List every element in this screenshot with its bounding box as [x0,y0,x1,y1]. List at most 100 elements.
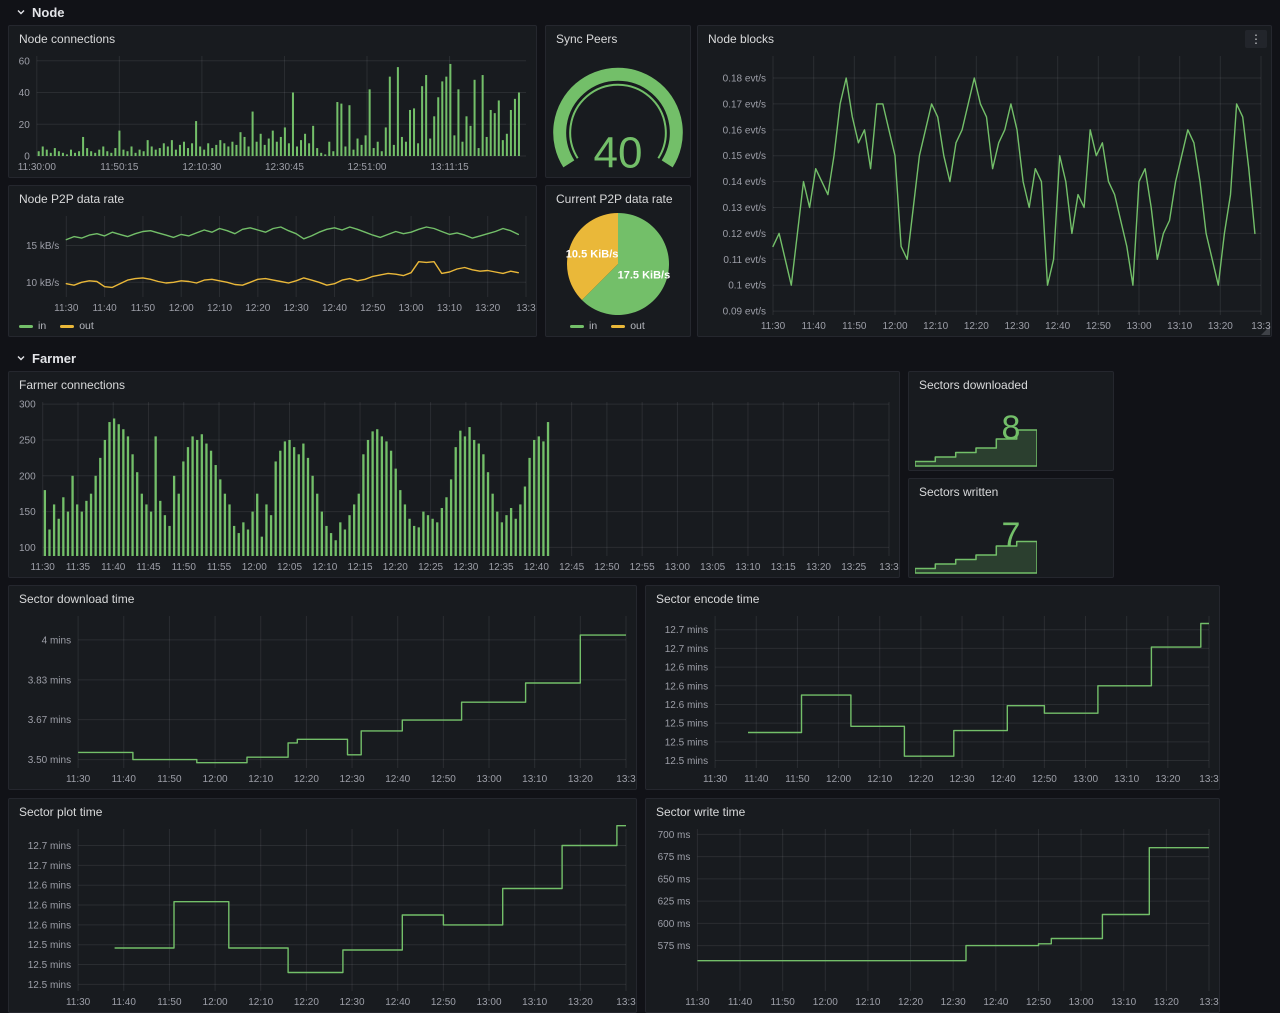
svg-text:12:20: 12:20 [383,562,408,573]
svg-text:12:00: 12:00 [826,774,851,785]
svg-text:12.5 mins: 12.5 mins [665,737,708,748]
svg-text:60: 60 [19,56,31,67]
svg-text:11:55: 11:55 [207,562,232,573]
svg-text:11:40: 11:40 [728,997,753,1008]
svg-text:700 ms: 700 ms [658,830,691,841]
legend-item-in[interactable]: in [19,320,46,332]
svg-text:150: 150 [19,507,36,518]
sector-download-time-chart[interactable]: 11:30 11:40 11:50 12:00 12:10 12:20 12:30 12:40… [9,610,636,789]
svg-text:12:40: 12:40 [385,997,410,1008]
svg-text:11:30:00: 11:30:00 [18,162,57,173]
legend-item-out[interactable]: out [60,320,94,332]
panel-title[interactable]: Farmer connections [19,378,126,392]
svg-text:12.6 mins: 12.6 mins [28,881,71,892]
panel-title[interactable]: Sectors written [919,485,999,499]
panel-sector-encode-time: Sector encode time 11:30 11:40 11:50 12:00 1… [645,585,1220,790]
stat-value: 8 [1001,409,1021,448]
svg-text:12:20: 12:20 [908,774,933,785]
svg-text:13:20: 13:20 [806,562,831,573]
svg-text:11:40: 11:40 [112,774,137,785]
svg-text:12:30: 12:30 [340,997,365,1008]
panel-title[interactable]: Sectors downloaded [919,378,1028,392]
svg-text:11:50: 11:50 [842,321,867,332]
sync-peers-gauge[interactable]: 40 [546,50,690,177]
svg-text:13:00: 13:00 [665,562,690,573]
legend-swatch-green [570,324,584,328]
svg-text:12:30: 12:30 [284,303,309,314]
svg-text:12.5 mins: 12.5 mins [665,719,708,730]
panel-sector-download-time: Sector download time 11:30 11:40 11:50 12:0… [8,585,637,790]
svg-text:13:20: 13:20 [475,303,500,314]
svg-text:12.7 mins: 12.7 mins [665,625,708,636]
svg-text:12:50: 12:50 [1026,997,1051,1008]
svg-text:13:3: 13:3 [516,303,536,314]
panel-title[interactable]: Sync Peers [556,32,618,46]
svg-text:13:00: 13:00 [477,774,502,785]
svg-text:13:25: 13:25 [841,562,866,573]
svg-text:13:10: 13:10 [735,562,760,573]
svg-text:12:05: 12:05 [277,562,302,573]
svg-text:13:15: 13:15 [771,562,796,573]
legend-item-out[interactable]: out [611,320,645,332]
svg-text:12.6 mins: 12.6 mins [28,901,71,912]
chevron-down-icon [16,353,26,363]
svg-text:12:10:30: 12:10:30 [182,162,221,173]
svg-text:12:55: 12:55 [630,562,655,573]
section-header-farmer[interactable]: Farmer [16,348,76,368]
svg-text:13:00: 13:00 [1126,321,1151,332]
legend-item-in[interactable]: in [570,320,597,332]
section-label: Node [32,4,65,20]
resize-handle[interactable] [1261,326,1270,335]
svg-text:12:40: 12:40 [385,774,410,785]
svg-text:0.11 evt/s: 0.11 evt/s [723,255,766,266]
node-connections-chart[interactable]: 11:30:00 11:50:15 12:10:30 12:30:45 12:51:00… [9,50,536,177]
svg-text:12.7 mins: 12.7 mins [28,841,71,852]
svg-text:13:3: 13:3 [616,774,636,785]
svg-text:12:51:00: 12:51:00 [348,162,387,173]
panel-title[interactable]: Sector download time [19,592,135,606]
panel-menu-kebab-icon[interactable]: ⋮ [1245,30,1267,48]
svg-text:12.7 mins: 12.7 mins [28,861,71,872]
farmer-connections-chart[interactable]: 11:30 11:35 11:40 11:45 11:50 11:55 12:00 12:05… [9,396,899,577]
svg-text:12:50: 12:50 [594,562,619,573]
svg-text:11:45: 11:45 [136,562,161,573]
svg-text:0.12 evt/s: 0.12 evt/s [723,229,766,240]
panel-title[interactable]: Node blocks [708,32,775,46]
svg-text:40: 40 [594,129,643,177]
svg-text:12:00: 12:00 [169,303,194,314]
panel-title[interactable]: Sector plot time [19,805,103,819]
svg-text:12.5 mins: 12.5 mins [665,756,708,767]
svg-text:17.5 KiB/s: 17.5 KiB/s [618,270,671,282]
panel-title[interactable]: Node connections [19,32,116,46]
node-p2p-chart[interactable]: 11:30 11:40 11:50 12:00 12:10 12:20 12:30 12:40… [9,210,536,318]
section-header-node[interactable]: Node [16,2,65,22]
panel-node-p2p-data-rate: Node P2P data rate 11:30 11:40 11:50 12:00 1… [8,185,537,337]
sector-plot-time-chart[interactable]: 11:30 11:40 11:50 12:00 12:10 12:20 12:30 12:40… [9,823,636,1012]
svg-text:40: 40 [19,88,31,99]
panel-title[interactable]: Sector encode time [656,592,760,606]
panel-sectors-downloaded: Sectors downloaded 8 [908,371,1114,471]
panel-title[interactable]: Sector write time [656,805,746,819]
legend-swatch-green [19,324,33,328]
panel-title[interactable]: Node P2P data rate [19,192,125,206]
p2p-pie-chart[interactable]: 17.5 KiB/s 10.5 KiB/s [546,210,690,318]
svg-text:13:10: 13:10 [522,774,547,785]
svg-text:11:30: 11:30 [685,997,710,1008]
svg-text:675 ms: 675 ms [658,852,691,863]
legend-swatch-yellow [60,324,75,328]
svg-text:12:50: 12:50 [360,303,385,314]
svg-text:300: 300 [19,400,36,411]
svg-text:13:3: 13:3 [1199,997,1219,1008]
svg-text:600 ms: 600 ms [658,919,691,930]
legend-swatch-yellow [611,324,626,328]
svg-text:11:40: 11:40 [112,997,137,1008]
sector-encode-time-chart[interactable]: 11:30 11:40 11:50 12:00 12:10 12:20 12:30 12:40… [646,610,1219,789]
svg-text:12:50: 12:50 [1086,321,1111,332]
svg-text:12:45: 12:45 [559,562,584,573]
svg-text:11:40: 11:40 [92,303,117,314]
svg-text:13:20: 13:20 [1154,997,1179,1008]
sector-write-time-chart[interactable]: 11:30 11:40 11:50 12:00 12:10 12:20 12:30 12:40… [646,823,1219,1012]
panel-title[interactable]: Current P2P data rate [556,192,673,206]
svg-text:13:00: 13:00 [399,303,424,314]
node-blocks-chart[interactable]: 11:30 11:40 11:50 12:00 12:10 12:20 12:30 12:40… [698,50,1271,336]
